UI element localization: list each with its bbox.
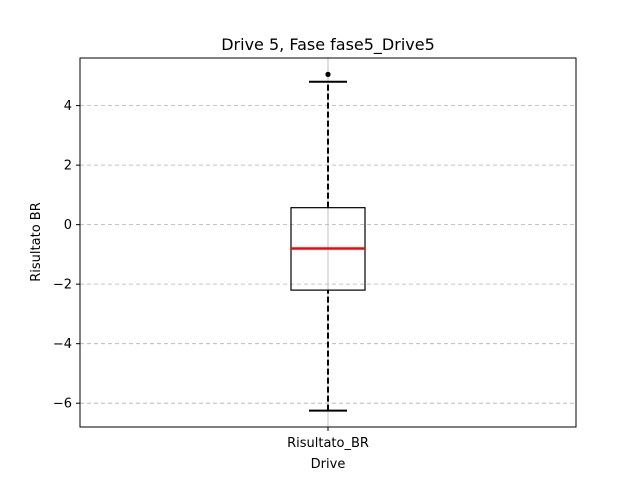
chart-title: Drive 5, Fase fase5_Drive5 — [221, 35, 435, 55]
outlier-point — [325, 71, 331, 77]
x-tick-label: Risultato_BR — [287, 436, 369, 451]
y-axis-label: Risultato BR — [29, 202, 44, 281]
y-tick-label: −2 — [53, 278, 72, 293]
x-axis-ticks: Risultato_BR — [287, 427, 369, 451]
box-layer — [290, 71, 366, 412]
y-tick-label: −4 — [53, 337, 72, 352]
y-tick-label: 0 — [64, 218, 72, 233]
y-tick-label: −6 — [53, 397, 72, 412]
y-axis-ticks: −6 −4 −2 0 2 4 — [53, 99, 80, 412]
y-tick-label: 2 — [64, 159, 72, 174]
box-Risultato_BR — [290, 71, 366, 412]
x-axis-label: Drive — [311, 457, 346, 472]
y-tick-label: 4 — [64, 99, 72, 114]
